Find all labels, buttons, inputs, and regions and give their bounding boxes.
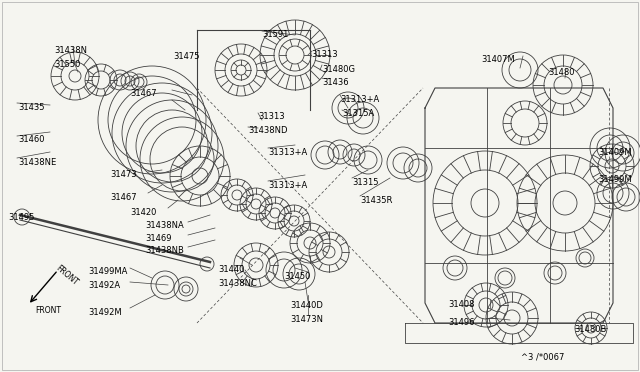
Text: 31440: 31440 [218, 265, 244, 274]
Text: 31313+A: 31313+A [340, 95, 380, 104]
Text: 31469: 31469 [145, 234, 172, 243]
Text: 31315A: 31315A [342, 109, 374, 118]
Text: 31408: 31408 [448, 300, 474, 309]
Text: ^3 /*0067: ^3 /*0067 [521, 352, 564, 361]
Text: 31460: 31460 [18, 135, 45, 144]
Text: 31550: 31550 [54, 60, 81, 69]
Text: FRONT: FRONT [54, 264, 80, 288]
Text: 31467: 31467 [110, 193, 136, 202]
Text: 31475: 31475 [173, 52, 200, 61]
Text: 31438ND: 31438ND [248, 126, 287, 135]
Text: 31480B: 31480B [574, 325, 606, 334]
Text: 31499MA: 31499MA [88, 267, 127, 276]
Text: 31496: 31496 [448, 318, 474, 327]
Text: 31438NE: 31438NE [18, 158, 56, 167]
Text: 31492A: 31492A [88, 281, 120, 290]
Text: 31473: 31473 [110, 170, 136, 179]
Text: 31591: 31591 [262, 30, 289, 39]
Text: 31438N: 31438N [54, 46, 87, 55]
Text: 31473N: 31473N [290, 315, 323, 324]
Text: 31436: 31436 [322, 78, 349, 87]
Text: 31435R: 31435R [360, 196, 392, 205]
Text: 31313+A: 31313+A [268, 148, 307, 157]
Text: 31438NC: 31438NC [218, 279, 257, 288]
Text: 31409M: 31409M [598, 148, 632, 157]
Text: 31438NB: 31438NB [145, 246, 184, 255]
Text: 31435: 31435 [18, 103, 45, 112]
Text: FRONT: FRONT [35, 306, 61, 315]
Text: 31440D: 31440D [290, 301, 323, 310]
Text: 31313: 31313 [311, 50, 338, 59]
Text: 31480G: 31480G [322, 65, 355, 74]
Text: 31495: 31495 [8, 213, 35, 222]
Text: 31438NA: 31438NA [145, 221, 184, 230]
Text: 31467: 31467 [130, 89, 157, 98]
Text: 31313+A: 31313+A [268, 181, 307, 190]
Text: 31315: 31315 [352, 178, 378, 187]
Text: 31450: 31450 [284, 272, 310, 281]
Text: 31499M: 31499M [598, 175, 632, 184]
Text: 31407M: 31407M [481, 55, 515, 64]
Text: 31492M: 31492M [88, 308, 122, 317]
Text: 31420: 31420 [130, 208, 156, 217]
Text: 31480: 31480 [548, 68, 575, 77]
Text: 31313: 31313 [258, 112, 285, 121]
